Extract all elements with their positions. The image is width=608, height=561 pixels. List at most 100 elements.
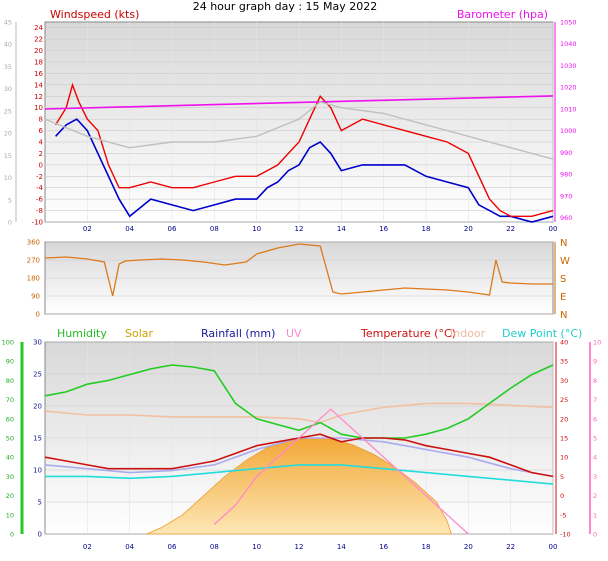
climate-x-tick: 12 (295, 543, 304, 551)
temp-tick: 40 (560, 339, 568, 347)
direction-series (44, 243, 553, 297)
series-indoor (44, 402, 554, 424)
baro-right-tick: 960 (560, 214, 572, 222)
wind-left-tick: 8 (39, 116, 43, 124)
wind-x-tick: 00 (549, 225, 558, 233)
wind-left-tick: -10 (32, 219, 43, 227)
climate-x-tick: 10 (252, 543, 261, 551)
climate-x-tick: 04 (125, 543, 134, 551)
wind-x-tick: 10 (252, 225, 261, 233)
baro-right-tick: 1020 (560, 84, 577, 92)
wind-outer-tick: 45 (4, 19, 12, 27)
legend-dewpoint: Dew Point (°C) (502, 327, 582, 340)
uv-tick: 0 (593, 531, 597, 539)
uv-tick: 5 (593, 435, 597, 443)
temp-tick: -5 (560, 511, 566, 519)
wind-outer-tick: 0 (8, 219, 12, 227)
climate-x-tick: 06 (168, 543, 177, 551)
humidity-tick: 30 (6, 473, 14, 481)
temp-tick: 25 (560, 396, 568, 404)
rain-tick: 15 (33, 435, 42, 443)
climate-x-tick: 00 (549, 543, 558, 551)
climate-x-tick: 22 (506, 543, 515, 551)
wind-left-tick: 2 (39, 150, 43, 158)
dir-compass-label: S (560, 274, 566, 285)
wind-x-tick: 04 (125, 225, 134, 233)
wind-left-tick: -2 (36, 173, 43, 181)
wind-x-tick: 18 (422, 225, 431, 233)
wind-x-tick: 20 (464, 225, 473, 233)
series-pressure-trend (44, 101, 554, 160)
legend-barometer: Barometer (hpa) (457, 8, 548, 21)
wind-left-tick: 6 (39, 127, 44, 135)
humidity-tick: 10 (6, 511, 14, 519)
series-wind-direction (44, 243, 553, 297)
climate-x-tick: 02 (83, 543, 92, 551)
wind-left-tick: 4 (39, 139, 44, 147)
uv-tick: 9 (593, 358, 597, 366)
wind-left-tick: 18 (34, 59, 43, 67)
humidity-tick: 40 (6, 454, 14, 462)
panel-climate: Humidity Solar Rainfall (mm) UV Temperat… (2, 327, 602, 551)
wind-x-tick: 16 (379, 225, 388, 233)
dir-compass-label: N (560, 238, 567, 249)
temp-tick: 35 (560, 358, 568, 366)
wind-outer-tick: 35 (4, 63, 12, 71)
baro-right-tick: 1030 (560, 62, 577, 70)
baro-right-tick: 1010 (560, 105, 577, 113)
baro-right-tick: 1000 (560, 127, 577, 135)
wind-x-tick: 06 (168, 225, 177, 233)
temp-tick: 5 (560, 473, 564, 481)
wind-left-tick: -6 (36, 196, 44, 204)
dir-compass-label: E (560, 292, 566, 303)
wind-left-tick: 10 (34, 104, 43, 112)
wind-left-tick: 14 (34, 81, 43, 89)
wind-left-tick: 16 (34, 70, 43, 78)
uv-tick: 1 (593, 511, 597, 519)
climate-x-tick: 20 (464, 543, 473, 551)
dir-compass-label: N (560, 310, 567, 321)
dir-left-tick: 90 (31, 293, 40, 301)
humidity-tick: 50 (6, 435, 14, 443)
uv-tick: 3 (593, 473, 597, 481)
wind-left-tick: 22 (34, 36, 43, 44)
climate-x-tick: 14 (337, 543, 346, 551)
baro-right-tick: 980 (560, 171, 572, 179)
series-wind-gust (55, 82, 554, 217)
wind-series (44, 82, 554, 223)
wind-outer-tick: 5 (8, 196, 12, 204)
series-humidity (44, 364, 554, 439)
wind-x-tick: 08 (210, 225, 219, 233)
wind-left-tick: 20 (34, 47, 43, 55)
uv-tick: 8 (593, 377, 597, 385)
humidity-tick: 0 (10, 531, 14, 539)
wind-outer-tick: 10 (4, 174, 12, 182)
dir-left-tick: 180 (27, 275, 40, 283)
legend-temperature: Temperature (°C) (360, 327, 456, 340)
climate-x-tick: 16 (379, 543, 388, 551)
wind-left-tick: 24 (34, 24, 43, 32)
legend-uv: UV (286, 327, 302, 340)
legend-humidity: Humidity (57, 327, 107, 340)
dir-left-tick: 360 (27, 239, 40, 247)
series-dewpoint (45, 464, 554, 485)
baro-right-tick: 970 (560, 192, 572, 200)
wind-left-tick: -8 (36, 207, 43, 215)
climate-series (44, 364, 554, 535)
humidity-tick: 100 (2, 339, 14, 347)
legend-rainfall: Rainfall (mm) (201, 327, 275, 340)
rain-tick: 20 (33, 403, 42, 411)
rain-tick: 0 (38, 531, 42, 539)
humidity-tick: 20 (6, 492, 14, 500)
temp-tick: 20 (560, 415, 568, 423)
uv-tick: 4 (593, 454, 597, 462)
rain-tick: 5 (38, 499, 42, 507)
baro-right-tick: 1050 (560, 19, 577, 27)
humidity-tick: 80 (6, 377, 14, 385)
dir-compass-label: W (560, 256, 570, 267)
wind-left-tick: 0 (39, 161, 43, 169)
uv-tick: 10 (593, 339, 601, 347)
temp-tick: -10 (560, 531, 571, 539)
